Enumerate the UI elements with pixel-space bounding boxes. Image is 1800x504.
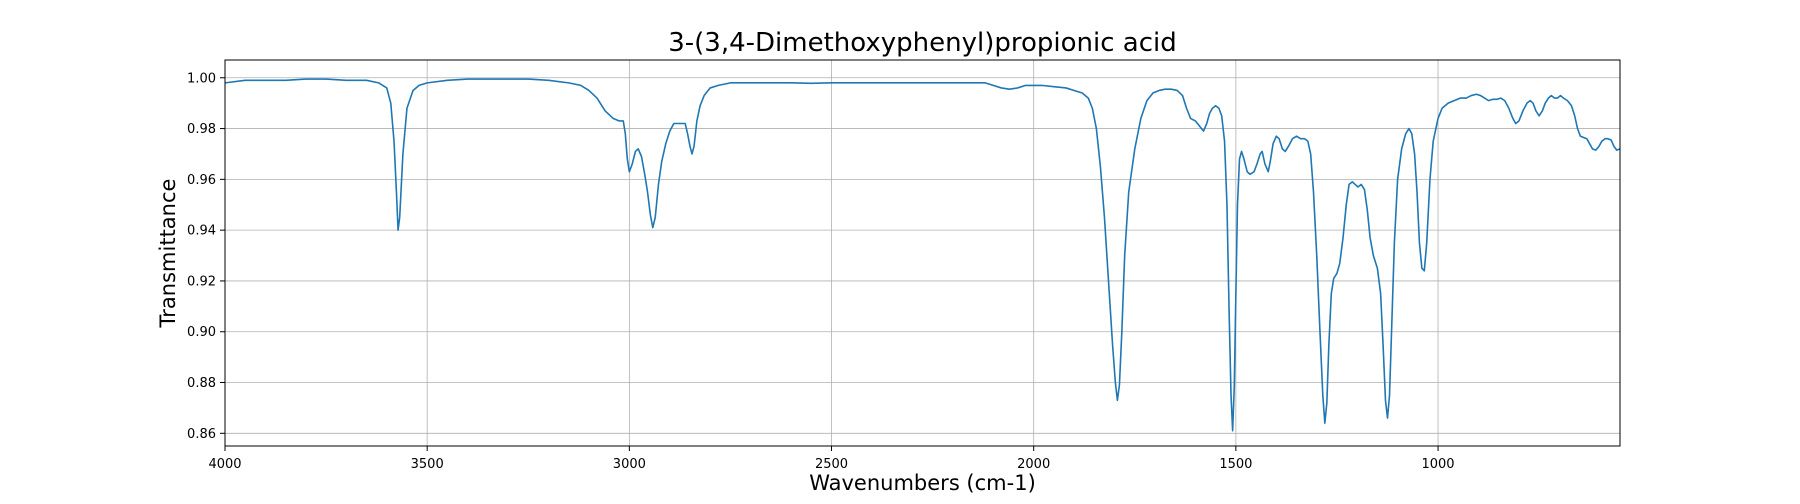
x-tick-label: 2500 (815, 457, 848, 472)
plot-frame (224, 59, 1621, 447)
y-tick-label: 0.92 (187, 274, 216, 289)
grid-lines (224, 60, 1620, 446)
x-tick-label: 1500 (1219, 457, 1252, 472)
y-tick-label: 1.00 (187, 71, 216, 86)
series-layer (224, 78, 1621, 432)
x-tick-label: 3500 (411, 457, 444, 472)
y-tick-label: 0.96 (187, 173, 216, 188)
y-tick-label: 0.98 (187, 122, 216, 137)
x-tick-label: 2000 (1017, 457, 1050, 472)
x-tick-label: 4000 (208, 457, 241, 472)
y-axis-title: Transmittance (156, 179, 180, 329)
y-tick-label: 0.94 (187, 224, 216, 239)
y-tick-label: 0.90 (187, 325, 216, 340)
y-tick-label: 0.88 (187, 376, 216, 391)
y-axis-ticks: 0.86 0.88 0.90 0.92 0.94 0.96 0.98 1.00 (187, 71, 225, 442)
x-axis-title: Wavenumbers (cm-1) (809, 471, 1036, 495)
x-tick-label: 3000 (613, 457, 646, 472)
spectrum-line (224, 78, 1621, 432)
x-tick-label: 1000 (1421, 457, 1454, 472)
y-tick-label: 0.86 (187, 427, 216, 442)
x-axis-ticks: 4000 3500 3000 2500 2000 1500 1000 (208, 446, 1455, 472)
chart-title: 3-(3,4-Dimethoxyphenyl)propionic acid (668, 28, 1177, 58)
